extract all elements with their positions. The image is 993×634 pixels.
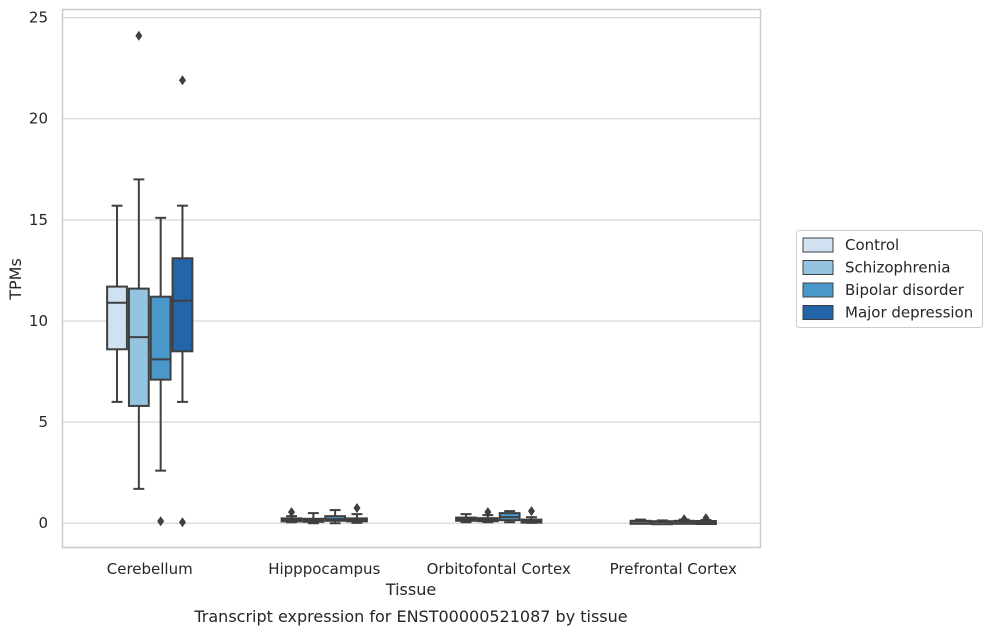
outlier-point bbox=[178, 75, 186, 86]
box-group bbox=[629, 518, 652, 525]
box bbox=[149, 295, 172, 381]
box-group bbox=[455, 513, 477, 524]
legend-label: Schizophrenia bbox=[845, 259, 950, 277]
box-group bbox=[520, 506, 543, 524]
box bbox=[127, 287, 150, 407]
x-tick-label: Cerebellum bbox=[107, 560, 193, 578]
box-group bbox=[498, 510, 521, 524]
x-tick-label: Hipppocampus bbox=[268, 560, 380, 578]
y-tick-labels: 0 5 10 15 20 25 bbox=[29, 9, 48, 533]
y-tick-label: 15 bbox=[29, 211, 48, 229]
x-tick-label: Prefrontal Cortex bbox=[610, 560, 737, 578]
legend-swatch bbox=[802, 237, 834, 253]
y-tick-label: 20 bbox=[29, 110, 48, 128]
box-group bbox=[171, 75, 194, 528]
outlier-point bbox=[680, 514, 688, 525]
box bbox=[106, 285, 128, 351]
chart-caption: Transcript expression for ENST0000052108… bbox=[193, 607, 627, 626]
legend: Control Schizophrenia Bipolar disorder Majo… bbox=[796, 230, 983, 328]
outlier-point bbox=[157, 516, 165, 527]
outlier-point bbox=[288, 507, 296, 518]
outlier-point bbox=[484, 507, 492, 518]
box-group bbox=[476, 507, 499, 524]
gridlines bbox=[62, 16, 761, 524]
box-group bbox=[302, 512, 325, 525]
box-group bbox=[673, 514, 696, 525]
box bbox=[171, 257, 194, 353]
outlier-point bbox=[702, 513, 710, 524]
legend-label: Control bbox=[845, 236, 899, 254]
box-group bbox=[280, 507, 303, 524]
box-layer bbox=[106, 30, 717, 528]
legend-swatch bbox=[802, 260, 834, 275]
legend-label: Bipolar disorder bbox=[845, 281, 965, 299]
outlier-point bbox=[527, 506, 535, 517]
outlier-point bbox=[178, 517, 186, 528]
y-tick-label: 10 bbox=[29, 312, 48, 330]
legend-swatch bbox=[802, 305, 834, 320]
box-group bbox=[695, 513, 717, 526]
y-axis-label: TPMs bbox=[6, 258, 25, 301]
plot-frame bbox=[61, 8, 762, 549]
x-tick-label: Orbitofontal Cortex bbox=[427, 560, 571, 578]
box-group bbox=[346, 503, 368, 524]
y-tick-label: 0 bbox=[38, 514, 48, 532]
x-tick-labels: Cerebellum Hipppocampus Orbitofontal Corte… bbox=[107, 560, 737, 578]
legend-swatch bbox=[802, 282, 834, 298]
y-tick-label: 25 bbox=[29, 9, 48, 27]
outlier-point bbox=[353, 503, 361, 514]
outlier-point bbox=[135, 30, 143, 41]
box-group bbox=[106, 204, 128, 403]
box-group bbox=[651, 519, 674, 526]
box-group bbox=[149, 216, 172, 527]
legend-label: Major depression bbox=[845, 304, 973, 322]
x-axis-label: Tissue bbox=[385, 580, 436, 599]
legend-frame bbox=[796, 230, 983, 328]
y-tick-label: 5 bbox=[38, 413, 48, 431]
box-group bbox=[127, 30, 150, 490]
box-group bbox=[324, 509, 347, 525]
